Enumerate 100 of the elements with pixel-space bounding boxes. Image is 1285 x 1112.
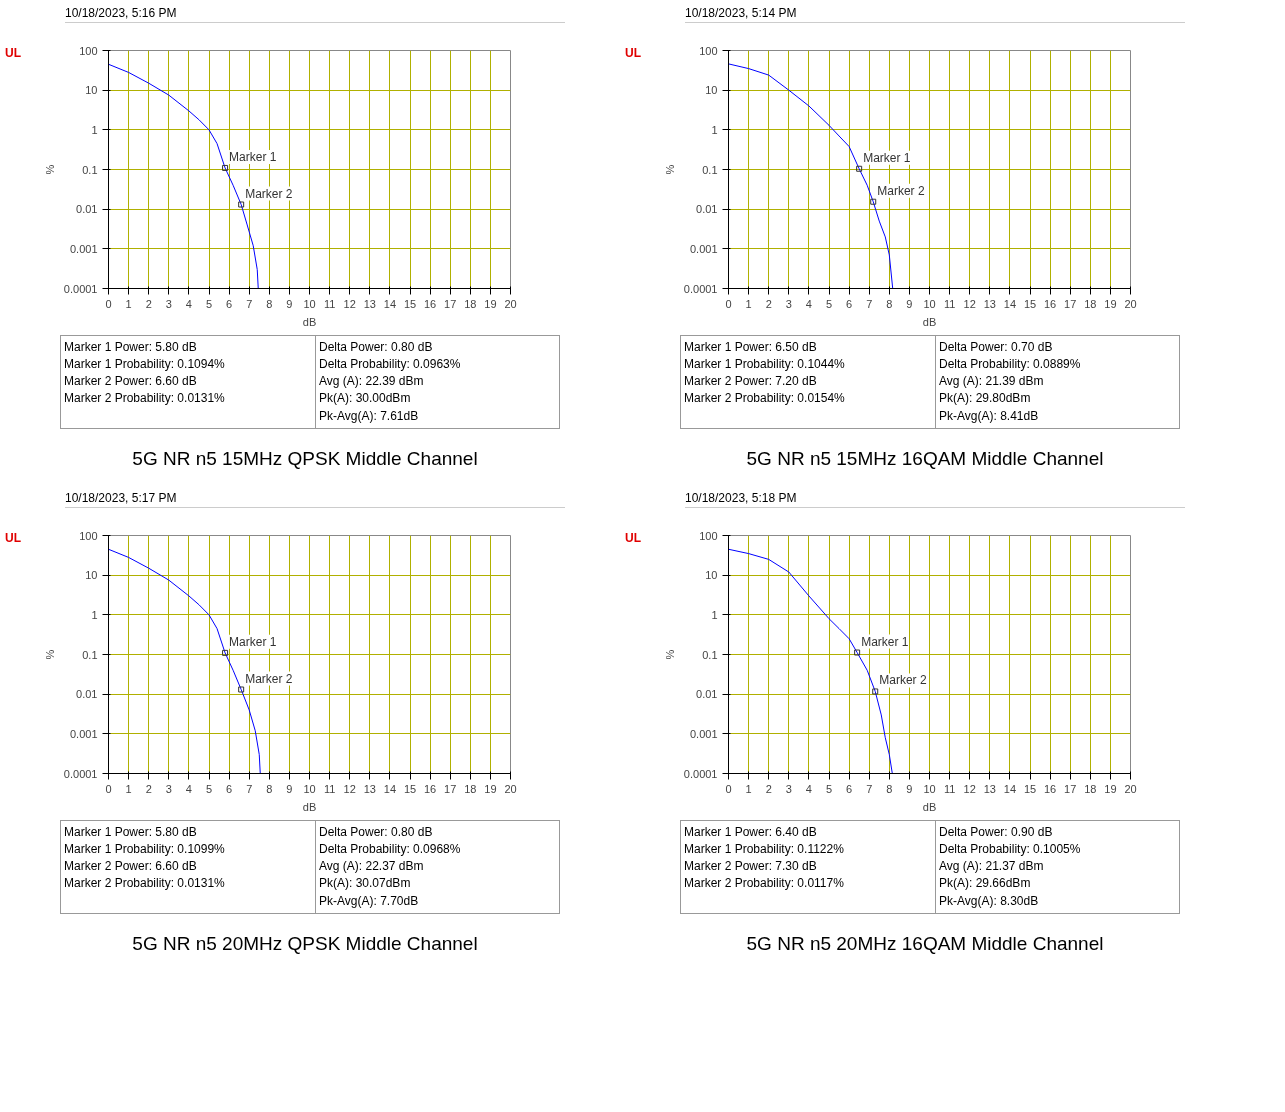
y-tick-label: 0.01 xyxy=(76,688,98,701)
chart-subtitle: 10/18/2023, 5:16 PM xyxy=(65,5,565,24)
x-tick-label: 15 xyxy=(403,782,417,795)
y-tick-label: 1 xyxy=(711,123,718,136)
y-tick-label: 0.0001 xyxy=(63,282,98,295)
text: Marker 2 Probability: 0.0154% xyxy=(684,390,846,408)
text: Pk-Avg(A): 7.61dB xyxy=(319,407,420,425)
x-tick-label: 20 xyxy=(504,297,517,310)
annotation: Marker 2 xyxy=(245,671,293,686)
text: Delta Probability: 0.0963% xyxy=(319,356,461,374)
x-tick-label: 11 xyxy=(323,297,336,310)
x-tick-label: 18 xyxy=(464,297,477,310)
x-tick-label: 14 xyxy=(383,782,397,795)
text: Avg (A): 21.37 dBm xyxy=(939,858,1045,876)
x-tick-label: 19 xyxy=(484,782,497,795)
y-tick-label: 10 xyxy=(705,84,718,97)
text: Marker 1 Probability: 0.1094% xyxy=(64,356,226,374)
y-tick-label: 100 xyxy=(79,529,98,542)
x-tick-label: 3 xyxy=(165,297,172,310)
annotation: Marker 2 xyxy=(877,183,925,198)
x-tick-label: 17 xyxy=(444,782,457,795)
x-tick-label: 8 xyxy=(886,297,893,310)
text: Delta Power: 0.70 dB xyxy=(939,339,1054,356)
y-tick-label: 0.01 xyxy=(696,203,718,216)
text: 5G NR n5 15MHz 16QAM Middle Channel xyxy=(745,447,1105,471)
text: Marker 1 Probability: 0.1044% xyxy=(684,356,846,374)
x-tick-label: 9 xyxy=(286,782,293,795)
x-tick-label: 4 xyxy=(805,782,812,795)
x-tick-label: 8 xyxy=(886,782,893,795)
y-tick-label: 1 xyxy=(91,608,98,621)
x-tick-label: 15 xyxy=(1023,297,1037,310)
x-tick-label: 7 xyxy=(866,782,873,795)
chart-subtitle: 10/18/2023, 5:18 PM xyxy=(685,490,1185,509)
annotation: Marker 2 xyxy=(245,186,293,201)
x-tick-label: 4 xyxy=(805,297,812,310)
x-tick-label: 18 xyxy=(1084,782,1097,795)
annotation: Marker 1 xyxy=(229,149,277,164)
x-tick-label: 5 xyxy=(205,782,213,795)
x-tick-label: 14 xyxy=(1003,782,1017,795)
text: Marker 2 Power: 6.60 dB xyxy=(64,858,198,876)
text: Pk(A): 30.07dBm xyxy=(319,875,412,893)
y-tick-label: 0.001 xyxy=(69,242,98,255)
x-tick-label: 17 xyxy=(444,297,457,310)
x-tick-label: 20 xyxy=(1124,297,1137,310)
text: Marker 1 Probability: 0.1122% xyxy=(684,841,845,859)
y-tick-label: 100 xyxy=(699,529,718,542)
text: UL xyxy=(5,530,21,547)
text: 5G NR n5 20MHz QPSK Middle Channel xyxy=(131,932,479,956)
x-tick-label: 14 xyxy=(383,297,397,310)
text: Marker 2 Probability: 0.0131% xyxy=(64,390,226,408)
text: Pk-Avg(A): 7.70dB xyxy=(319,892,420,910)
x-tick-label: 6 xyxy=(846,297,853,310)
y-tick-label: 0.1 xyxy=(702,163,718,176)
x-tick-label: 16 xyxy=(423,782,437,795)
annotation: Marker 2 xyxy=(879,673,927,688)
y-tick-label: 0.1 xyxy=(82,163,98,176)
x-tick-label: 0 xyxy=(105,782,112,795)
y-tick-label: 100 xyxy=(79,44,98,57)
text: Marker 2 Power: 7.30 dB xyxy=(684,858,818,876)
x-tick-label: 20 xyxy=(1124,782,1137,795)
x-tick-label: 11 xyxy=(943,297,956,310)
y-tick-label: 0.0001 xyxy=(683,282,718,295)
text: Delta Power: 0.80 dB xyxy=(319,339,434,356)
x-tick-label: 9 xyxy=(906,782,913,795)
x-tick-label: 2 xyxy=(145,782,152,795)
y-tick-label: 10 xyxy=(85,569,98,582)
text: Marker 2 Power: 6.60 dB xyxy=(64,373,198,391)
y-tick-label: 0.1 xyxy=(702,648,718,661)
x-tick-label: 17 xyxy=(1064,782,1077,795)
annotation: Marker 1 xyxy=(863,150,911,165)
x-tick-label: 15 xyxy=(403,297,417,310)
text: Marker 1 Power: 5.80 dB xyxy=(64,339,198,356)
x-tick-label: 13 xyxy=(983,297,996,310)
y-tick-label: 0.01 xyxy=(76,203,98,216)
x-axis-title: dB xyxy=(302,800,317,813)
text: Delta Probability: 0.0889% xyxy=(939,356,1081,374)
y-axis-title: % xyxy=(43,649,56,660)
y-tick-label: 100 xyxy=(699,44,718,57)
x-tick-label: 17 xyxy=(1064,297,1077,310)
chart-subtitle: 10/18/2023, 5:14 PM xyxy=(685,5,1185,24)
x-tick-label: 20 xyxy=(504,782,517,795)
x-tick-label: 16 xyxy=(1043,297,1057,310)
text: Pk-Avg(A): 8.30dB xyxy=(939,892,1040,910)
text: Marker 1 Probability: 0.1099% xyxy=(64,841,226,859)
x-tick-label: 9 xyxy=(286,297,293,310)
x-tick-label: 12 xyxy=(343,782,356,795)
x-tick-label: 1 xyxy=(745,782,752,795)
y-tick-label: 0.001 xyxy=(69,727,98,740)
x-tick-label: 12 xyxy=(963,297,976,310)
x-tick-label: 18 xyxy=(1084,297,1097,310)
x-tick-label: 12 xyxy=(963,782,976,795)
x-axis-title: dB xyxy=(922,800,937,813)
x-tick-label: 19 xyxy=(484,297,497,310)
text: Pk(A): 29.66dBm xyxy=(939,875,1032,893)
x-tick-label: 2 xyxy=(145,297,152,310)
x-axis-title: dB xyxy=(922,315,937,328)
x-tick-label: 0 xyxy=(725,297,732,310)
text: Pk(A): 30.00dBm xyxy=(319,390,412,408)
x-tick-label: 13 xyxy=(363,297,376,310)
text: Marker 1 Power: 6.40 dB xyxy=(684,824,818,841)
